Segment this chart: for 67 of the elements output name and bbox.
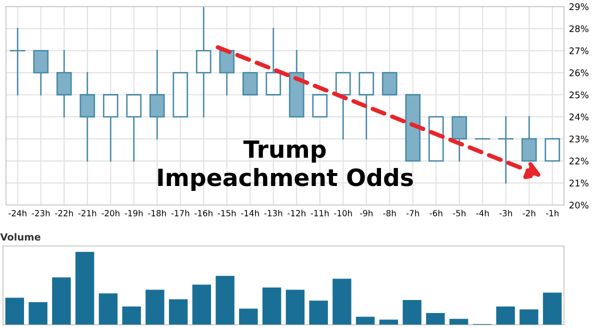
bar bbox=[52, 277, 71, 325]
candlestick bbox=[242, 72, 258, 96]
bar bbox=[122, 306, 141, 325]
bar bbox=[496, 306, 515, 325]
chart-title: Volume bbox=[0, 233, 40, 241]
candlestick bbox=[33, 50, 49, 96]
x-tick-label: -19h bbox=[124, 210, 143, 216]
y-tick-label: 28% bbox=[570, 25, 588, 32]
candlestick bbox=[452, 116, 468, 162]
candlestick bbox=[521, 116, 537, 162]
candlestick bbox=[544, 138, 560, 162]
bar bbox=[28, 302, 48, 325]
bar bbox=[216, 276, 234, 325]
bar bbox=[426, 313, 445, 325]
y-tick-label: 25% bbox=[570, 91, 588, 98]
x-tick-label: -9h bbox=[360, 210, 372, 216]
candlestick bbox=[312, 94, 328, 118]
bar bbox=[239, 308, 258, 325]
x-tick-label: -12h bbox=[288, 210, 306, 216]
y-tick-label: 27% bbox=[570, 47, 588, 54]
y-tick-label: 22% bbox=[570, 158, 588, 164]
y-tick-label: 21% bbox=[570, 180, 588, 187]
bar bbox=[5, 298, 24, 325]
x-tick-label: -15h bbox=[218, 210, 236, 216]
x-tick-label: -17h bbox=[171, 210, 190, 216]
bar bbox=[332, 278, 352, 325]
y-tick-label: 24% bbox=[570, 114, 588, 120]
bar bbox=[542, 292, 562, 325]
x-tick-label: -24h bbox=[8, 210, 26, 216]
x-tick-label: -21h bbox=[78, 210, 96, 216]
x-tick-label: -10h bbox=[334, 210, 352, 216]
x-tick-label: -6h bbox=[430, 210, 442, 216]
x-tick-label: -5h bbox=[452, 210, 466, 216]
bar bbox=[356, 316, 375, 325]
annotation: Trump Impeachment Odds bbox=[158, 140, 413, 191]
bar bbox=[520, 309, 538, 325]
x-tick-label: -14h bbox=[241, 210, 259, 216]
bar bbox=[379, 320, 398, 325]
x-tick-label: -3h bbox=[499, 210, 512, 216]
bar bbox=[286, 290, 305, 325]
y-tick-label: 23% bbox=[570, 136, 588, 142]
x-tick-label: -22h bbox=[55, 210, 73, 216]
y-tick-label: 29% bbox=[570, 3, 588, 10]
y-tick-label: 26% bbox=[570, 69, 588, 76]
x-tick-label: -7h bbox=[406, 210, 419, 216]
x-tick-label: -13h bbox=[264, 210, 282, 216]
x-tick-label: -4h bbox=[476, 210, 489, 216]
candlestick bbox=[382, 72, 398, 96]
bar bbox=[449, 318, 468, 325]
bar bbox=[98, 293, 118, 325]
bar bbox=[168, 299, 188, 325]
x-tick-label: -23h bbox=[32, 210, 50, 216]
bar bbox=[262, 288, 282, 325]
bar bbox=[146, 290, 164, 325]
bar bbox=[309, 300, 328, 325]
bar bbox=[75, 252, 94, 325]
x-tick-label: -18h bbox=[148, 210, 166, 216]
x-tick-label: -2h bbox=[522, 210, 536, 216]
y-tick-label: 20% bbox=[570, 202, 588, 209]
bar bbox=[192, 284, 212, 325]
bar bbox=[402, 300, 422, 325]
x-tick-label: -1h bbox=[546, 210, 558, 216]
x-tick-label: -8h bbox=[383, 210, 396, 216]
x-tick-label: -20h bbox=[102, 210, 120, 216]
candlestick bbox=[219, 50, 235, 96]
x-tick-label: -11h bbox=[310, 210, 329, 216]
x-tick-label: -16h bbox=[194, 210, 212, 216]
